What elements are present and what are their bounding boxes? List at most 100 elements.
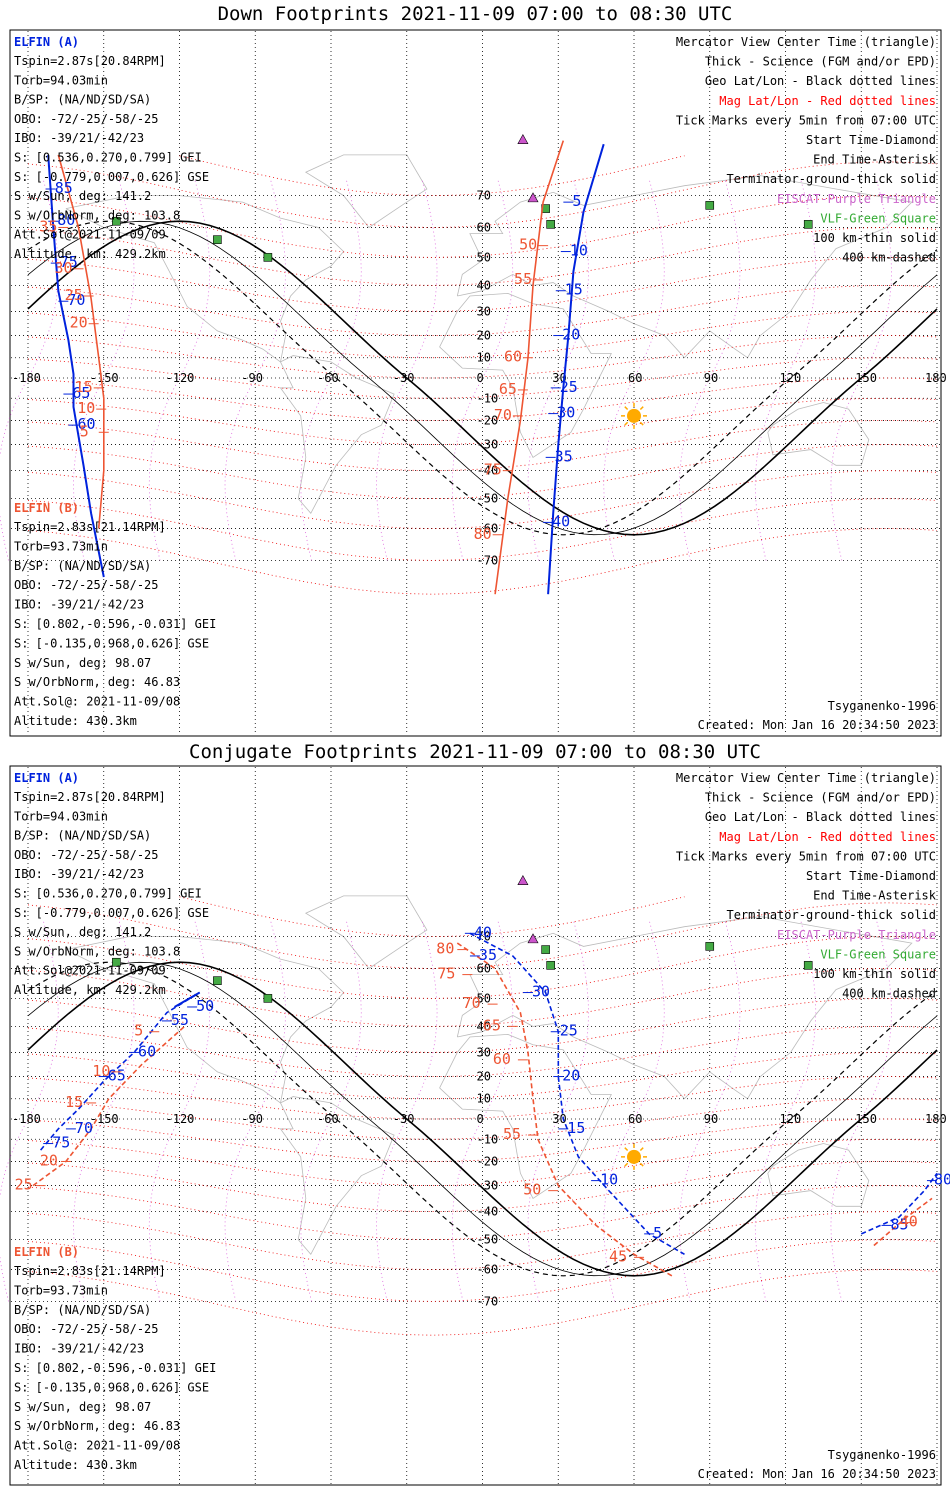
elfin-b-info-line: Tspin=2.83s[21.14RPM] bbox=[14, 1264, 166, 1278]
vlf-square-icon bbox=[112, 216, 121, 226]
elfin-b-tick-label: 15 bbox=[65, 1093, 83, 1111]
elfin-a-tick-label: 5 bbox=[572, 192, 581, 210]
lon-tick-label: 0 bbox=[477, 1112, 484, 1126]
elfin-a-info-line: S: [-0.779,0.007,0.626] GSE bbox=[14, 170, 209, 184]
elfin-a-tick-label: 25 bbox=[560, 378, 578, 396]
coastline-1 bbox=[279, 355, 395, 515]
elfin-a-info-line: S: [0.536,0.270,0.799] GEI bbox=[14, 151, 202, 165]
elfin-a-track-east bbox=[469, 932, 685, 1255]
legend-entry: Terminator-ground-thick solid bbox=[726, 908, 936, 922]
elfin-a-track-west bbox=[39, 991, 201, 1151]
elfin-a-info-line: S w/OrbNorm, deg: 103.8 bbox=[14, 208, 180, 222]
mag-parallel bbox=[27, 1161, 938, 1213]
down-footprints-title: Down Footprints 2021-11-09 07:00 to 08:3… bbox=[217, 3, 733, 25]
elfin-b-info-line: S: [0.802,-0.596,-0.031] GEI bbox=[14, 617, 216, 631]
elfin-a-label: ELFIN (A) bbox=[14, 35, 79, 49]
elfin-b-info-line: IBO: -39/21/-42/23 bbox=[14, 1342, 144, 1356]
elfin-b-info-line: Torb=93.73min bbox=[14, 1283, 108, 1297]
legend-entry: Mercator View Center Time (triangle) bbox=[676, 35, 936, 49]
elfin-a-tick-label: 80 bbox=[57, 211, 75, 229]
legend-entry: Mag Lat/Lon - Red dotted lines bbox=[719, 830, 936, 844]
sun-ray bbox=[624, 1147, 629, 1152]
lon-tick-label: -90 bbox=[241, 371, 263, 385]
elfin-b-label: ELFIN (B) bbox=[14, 501, 79, 515]
elfin-a-info-line: Tspin=2.87s[20.84RPM] bbox=[14, 54, 166, 68]
mag-parallel bbox=[27, 1118, 938, 1162]
elfin-a-tick-label: 60 bbox=[138, 1042, 156, 1060]
elfin-b-tick-label: 10 bbox=[92, 1062, 110, 1080]
lon-tick-label: 30 bbox=[552, 1112, 566, 1126]
elfin-b-tick-label: 20 bbox=[40, 1151, 58, 1169]
lat-tick-label: -50 bbox=[477, 1233, 499, 1247]
terminator-100km-top bbox=[27, 220, 938, 536]
eiscat-triangle-icon bbox=[527, 933, 539, 944]
lon-tick-label: 60 bbox=[628, 371, 642, 385]
coastline-1 bbox=[279, 1096, 395, 1256]
mag-parallel bbox=[27, 377, 938, 421]
mag-parallel bbox=[27, 1185, 938, 1241]
legend-entry: VLF-Green Square bbox=[820, 211, 936, 225]
sun-ray bbox=[639, 421, 644, 426]
mag-parallel bbox=[27, 1025, 938, 1077]
elfin-a-tick-label: 40 bbox=[474, 923, 492, 941]
created-timestamp: Created: Mon Jan 16 20:34:50 2023 bbox=[698, 1467, 936, 1481]
mag-parallel bbox=[27, 335, 938, 379]
lon-tick-label: -120 bbox=[166, 1112, 195, 1126]
elfin-a-info-line: B/SP: (NA/ND/SD/SA) bbox=[14, 93, 151, 107]
lon-tick-label: 90 bbox=[704, 1112, 718, 1126]
lat-tick-label: 20 bbox=[477, 329, 491, 343]
elfin-b-track-east bbox=[456, 942, 673, 1277]
elfin-a-info-line: Altitude, km: 429.2km bbox=[14, 247, 166, 261]
lon-tick-label: -120 bbox=[166, 371, 195, 385]
legend-entry: Thick - Science (FGM and/or EPD) bbox=[705, 55, 936, 69]
mag-parallel bbox=[27, 397, 938, 446]
lon-tick-label: 150 bbox=[855, 1112, 877, 1126]
lat-tick-label: -60 bbox=[477, 1263, 499, 1277]
elfin-a-tick-label: 65 bbox=[72, 384, 90, 402]
lat-tick-label: -50 bbox=[477, 492, 499, 506]
conjugate-footprints-title: Conjugate Footprints 2021-11-09 07:00 to… bbox=[189, 741, 761, 763]
mag-parallel bbox=[27, 528, 938, 595]
lon-tick-label: 90 bbox=[704, 371, 718, 385]
lon-tick-label: 120 bbox=[780, 1112, 802, 1126]
eiscat-triangle-icon bbox=[517, 875, 529, 885]
model-label: Tsyganenko-1996 bbox=[828, 699, 936, 713]
lat-tick-label: -30 bbox=[477, 438, 499, 452]
lat-tick-label: -40 bbox=[477, 1205, 499, 1219]
mag-grid-top bbox=[0, 155, 938, 595]
sun-icon bbox=[621, 1143, 647, 1170]
lat-tick-label: 40 bbox=[477, 278, 491, 292]
elfin-a-info-line: S w/Sun, deg: 141.2 bbox=[14, 925, 151, 939]
lat-tick-label: -10 bbox=[477, 1132, 499, 1146]
elfin-b-tick-label: 50 bbox=[519, 236, 537, 254]
elfin-a-track-far-east bbox=[860, 1172, 938, 1235]
elfin-a-tick-label: 35 bbox=[479, 946, 497, 964]
terminator-top bbox=[27, 220, 938, 536]
elfin-b-tick-label: 10 bbox=[77, 399, 95, 417]
sun-ray bbox=[624, 406, 629, 411]
elfin-a-tick-label: 85 bbox=[891, 1215, 909, 1233]
elfin-b-info-line: S: [-0.135,0.968,0.626] GSE bbox=[14, 636, 209, 650]
elfin-a-info-line: Altitude, km: 429.2km bbox=[14, 983, 166, 997]
sun-ray bbox=[624, 1162, 629, 1167]
lon-tick-label: 180 bbox=[925, 371, 947, 385]
elfin-a-tick-label: 20 bbox=[562, 326, 580, 344]
legend-entry: Terminator-ground-thick solid bbox=[726, 172, 936, 186]
elfin-b-info-line: B/SP: (NA/ND/SD/SA) bbox=[14, 559, 151, 573]
lon-tick-label: 150 bbox=[855, 371, 877, 385]
coastline-4 bbox=[767, 1143, 870, 1207]
lat-tick-label: -70 bbox=[477, 553, 499, 567]
legend-entry: Mercator View Center Time (triangle) bbox=[676, 771, 936, 785]
elfin-a-tick-label: 35 bbox=[555, 447, 573, 465]
elfin-b-info-line: B/SP: (NA/ND/SD/SA) bbox=[14, 1303, 151, 1317]
legend-entry: Tick Marks every 5min from 07:00 UTC bbox=[676, 113, 936, 127]
elfin-a-info-line: S w/OrbNorm, deg: 103.8 bbox=[14, 944, 180, 958]
elfin-b-info-line: Altitude: 430.3km bbox=[14, 1458, 137, 1472]
elfin-a-tick-label: 10 bbox=[600, 1171, 618, 1189]
elfin-a-tick-label: 15 bbox=[567, 1119, 585, 1137]
sun-icon bbox=[621, 402, 647, 429]
elfin-b-info-line: OBO: -72/-25/-58/-25 bbox=[14, 578, 159, 592]
elfin-b-tick-label: 75 bbox=[484, 461, 502, 479]
legend-entry: Geo Lat/Lon - Black dotted lines bbox=[705, 74, 936, 88]
elfin-a-tick-label: 50 bbox=[196, 997, 214, 1015]
